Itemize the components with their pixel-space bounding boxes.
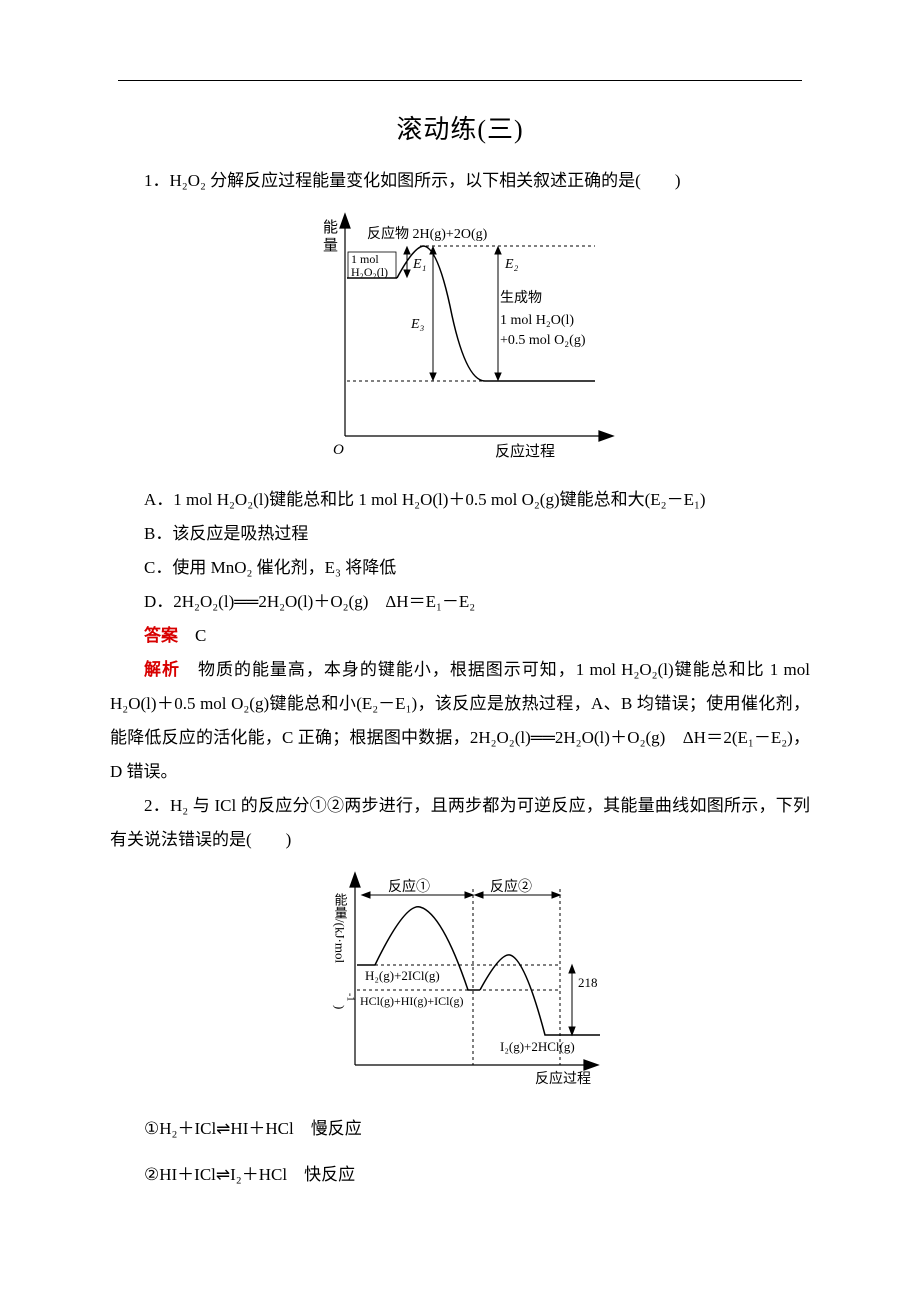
q2-energy-diagram: 能量/(kJ·mol -1 ) 反应过程 反应① 反应②	[310, 865, 610, 1095]
q1-explain-text: 物质的能量高，本身的键能小，根据图示可知，1 mol H₂O₂(l)键能总和比 …	[110, 660, 810, 781]
region2-label: 反应②	[490, 878, 532, 895]
q1-option-c: C．使用 MnO₂ 催化剂，E₃ 将降低	[110, 551, 810, 585]
answer-label: 答案	[144, 626, 178, 645]
q1-stem: 1．H₂O₂ 分解反应过程能量变化如图所示，以下相关叙述正确的是( )	[110, 164, 810, 198]
products-label-1: 生成物	[500, 290, 542, 306]
x-axis-label: 反应过程	[495, 442, 555, 460]
h2o2-label-2: H₂O₂(l)	[351, 265, 388, 279]
val218: 218	[578, 975, 598, 990]
q1-explain: 解析 物质的能量高，本身的键能小，根据图示可知，1 mol H₂O₂(l)键能总…	[110, 653, 810, 789]
q1-figure: 能 量 O 反应过程 1 mol H₂O₂(l) 反应物 2H(g)+2O(g)	[110, 206, 810, 471]
page-title: 滚动练(三)	[110, 109, 810, 146]
q2-step2: ②HI＋ICl⇌I₂＋HCl 快反应	[110, 1158, 810, 1192]
q1-answer-row: 答案 C	[110, 619, 810, 653]
q1-option-a: A．1 mol H₂O₂(l)键能总和比 1 mol H₂O(l)＋0.5 mo…	[110, 483, 810, 517]
origin-label: O	[333, 442, 344, 458]
page: 滚动练(三) 1．H₂O₂ 分解反应过程能量变化如图所示，以下相关叙述正确的是(…	[0, 0, 920, 1302]
inter1-label: H₂(g)+2ICl(g)	[365, 968, 440, 983]
top-rule	[118, 80, 802, 81]
products-label-2: 1 mol H₂O(l)	[500, 313, 574, 328]
e2-label: E₂	[504, 257, 519, 272]
svg-text:): )	[333, 1005, 348, 1009]
products-label-3: +0.5 mol O₂(g)	[500, 333, 586, 348]
q2-stem: 2．H₂ 与 ICl 的反应分①②两步进行，且两步都为可逆反应，其能量曲线如图所…	[110, 789, 810, 857]
region1-label: 反应①	[388, 878, 430, 895]
q2-step1: ①H₂＋ICl⇌HI＋HCl 慢反应	[110, 1112, 810, 1146]
q1-option-b: B．该反应是吸热过程	[110, 517, 810, 551]
y-axis-label-1: 能	[323, 219, 338, 236]
q1-energy-diagram: 能 量 O 反应过程 1 mol H₂O₂(l) 反应物 2H(g)+2O(g)	[295, 206, 625, 466]
explain-label: 解析	[144, 660, 180, 679]
q1-option-d: D．2H₂O₂(l)══2H₂O(l)＋O₂(g) ΔH＝E₁－E₂	[110, 585, 810, 619]
y-axis-label-2: 量	[323, 238, 338, 254]
reactants-label: 反应物 2H(g)+2O(g)	[367, 225, 488, 242]
product-label: I₂(g)+2HCl(g)	[500, 1039, 575, 1054]
e1-label: E₁	[412, 257, 426, 272]
svg-text:-1: -1	[345, 993, 356, 1001]
q2-figure: 能量/(kJ·mol -1 ) 反应过程 反应① 反应②	[110, 865, 810, 1100]
h2o2-label-1: 1 mol	[351, 252, 379, 266]
x-axis-label: 反应过程	[535, 1070, 591, 1087]
y-axis-label: 能量/(kJ·mol -1 )	[333, 893, 356, 1009]
e3-label: E₃	[410, 317, 425, 332]
q1-answer: C	[178, 626, 206, 645]
inter2-label: HCl(g)+HI(g)+ICl(g)	[360, 994, 464, 1008]
svg-text:能量/(kJ·mol: 能量/(kJ·mol	[333, 893, 348, 963]
